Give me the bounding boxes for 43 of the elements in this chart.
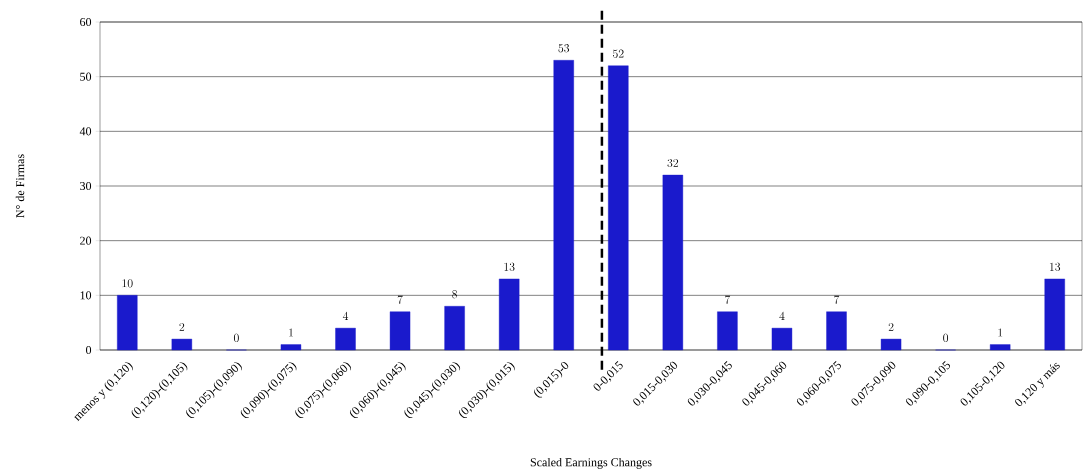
y-tick-label: 60	[80, 17, 92, 27]
data-label: 4	[342, 311, 349, 320]
data-label: 52	[613, 49, 624, 58]
data-label: 7	[725, 295, 731, 304]
bar	[444, 306, 465, 351]
data-label: 7	[834, 295, 840, 304]
bar	[989, 344, 1011, 351]
data-label: 1	[289, 328, 293, 337]
bar	[553, 60, 574, 351]
bar	[335, 327, 356, 351]
bar	[280, 344, 302, 351]
y-tick-label: 10	[80, 291, 92, 300]
data-label: 1	[998, 328, 1003, 337]
y-tick-label: 0	[86, 345, 92, 355]
data-label: 2	[888, 322, 894, 331]
data-label: 7	[397, 295, 403, 304]
bar	[717, 311, 738, 351]
x-axis-title: Scaled Earnings Changes	[530, 457, 652, 469]
data-label: 10	[122, 279, 133, 288]
y-tick-label: 30	[80, 181, 92, 191]
bar	[1044, 278, 1065, 351]
y-tick-label: 50	[80, 72, 92, 81]
bar	[771, 327, 793, 351]
data-label: 13	[504, 262, 515, 271]
data-label: 0	[943, 333, 949, 343]
data-label: 2	[179, 322, 185, 331]
y-tick-label: 20	[80, 236, 92, 245]
bar	[171, 338, 193, 351]
y-axis-title: N° de Firmas	[15, 154, 25, 218]
bar	[662, 174, 684, 351]
y-tick-label: 40	[79, 127, 92, 136]
data-label: 8	[452, 290, 458, 299]
bar	[389, 311, 411, 351]
bar	[117, 295, 138, 351]
data-label: 4	[779, 311, 785, 320]
bar	[608, 65, 629, 351]
bar	[498, 278, 520, 351]
data-label: 0	[233, 333, 239, 343]
data-label: 53	[558, 44, 570, 53]
data-label: 32	[667, 158, 679, 168]
bar	[826, 311, 847, 351]
data-label: 13	[1049, 262, 1061, 271]
bar	[880, 338, 902, 351]
